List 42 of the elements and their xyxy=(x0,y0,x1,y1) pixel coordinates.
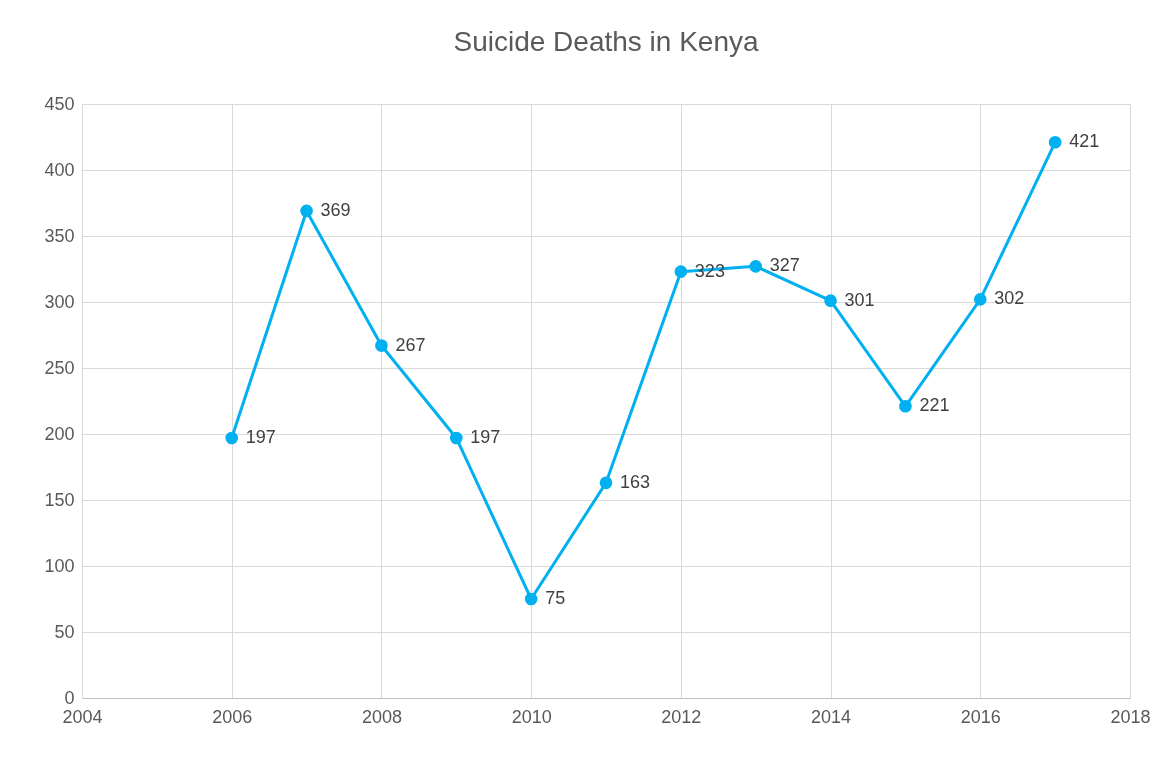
point xyxy=(749,260,763,273)
y-tick-label: 400 xyxy=(44,159,75,180)
data-label: 75 xyxy=(545,588,566,608)
y-tick-label: 50 xyxy=(54,621,75,642)
data-label: 221 xyxy=(919,395,950,416)
x-tick-label: 2010 xyxy=(511,706,552,727)
data-label: 267 xyxy=(395,334,426,355)
y-tick-label: 250 xyxy=(44,357,75,378)
data-label: 302 xyxy=(994,288,1025,309)
y-tick-label: 150 xyxy=(44,489,75,510)
point xyxy=(375,339,388,352)
y-tick-label: 100 xyxy=(44,555,75,576)
point xyxy=(824,294,837,307)
x-tick-label: 2012 xyxy=(661,706,702,727)
data-label: 163 xyxy=(620,471,651,492)
x-tick-label: 2006 xyxy=(212,706,253,727)
y-tick-label: 300 xyxy=(44,291,75,312)
x-tick-label: 2004 xyxy=(62,706,103,727)
chart-title: Suicide Deaths in Kenya xyxy=(453,26,759,57)
y-tick-label: 350 xyxy=(44,225,75,246)
point xyxy=(599,476,613,490)
point xyxy=(674,265,688,278)
data-label: 197 xyxy=(245,426,276,447)
y-tick-label: 200 xyxy=(44,423,75,444)
point xyxy=(449,431,463,445)
data-label: 327 xyxy=(769,255,800,276)
point xyxy=(1048,135,1062,149)
point xyxy=(225,431,239,445)
x-tick-label: 2016 xyxy=(960,706,1001,727)
point xyxy=(524,592,538,606)
data-label: 301 xyxy=(844,289,875,310)
point xyxy=(973,293,987,306)
x-tick-label: 2008 xyxy=(361,706,402,727)
point xyxy=(300,204,313,218)
point xyxy=(899,399,912,413)
y-tick-label: 0 xyxy=(64,687,75,708)
data-label: 369 xyxy=(320,199,351,220)
x-tick-label: 2014 xyxy=(811,706,852,727)
data-label: 197 xyxy=(470,426,501,447)
data-label: 421 xyxy=(1069,131,1100,152)
y-tick-label: 450 xyxy=(44,93,75,114)
x-tick-label: 2018 xyxy=(1110,706,1151,727)
